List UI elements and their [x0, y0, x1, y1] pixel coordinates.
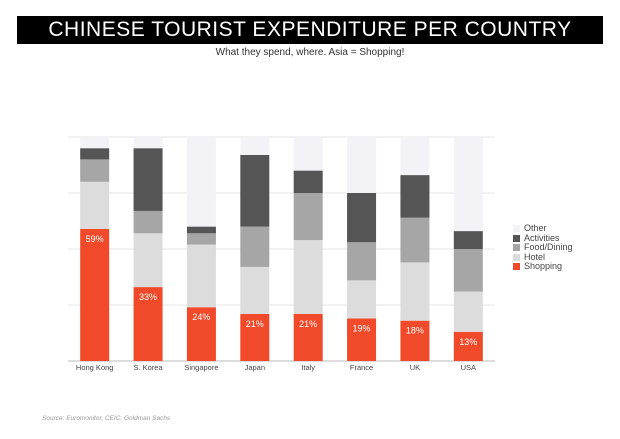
bar-segment-activities-italy — [293, 170, 323, 193]
legend-label: Shopping — [524, 261, 563, 271]
bar-segment-other-italy — [293, 137, 323, 171]
bar-segment-activities-france — [347, 193, 377, 243]
bar-segment-shopping-usa — [453, 331, 483, 361]
bar-segment-shopping-italy — [293, 313, 323, 361]
legend-item: Other — [513, 223, 573, 234]
category-label: UK — [410, 363, 420, 372]
data-label: 21% — [246, 319, 264, 329]
bar-segment-shopping-uk — [400, 320, 430, 361]
bar-segment-shopping-s-korea — [133, 287, 163, 361]
bar-segment-shopping-france — [347, 318, 377, 361]
category-label: Singapore — [184, 363, 218, 372]
category-label: Italy — [301, 363, 315, 372]
bar-segment-shopping-singapore — [186, 307, 216, 361]
bar-segment-other-hong-kong — [80, 137, 110, 149]
data-label: 13% — [459, 337, 477, 347]
category-label: Hong Kong — [76, 363, 114, 372]
bar-segment-food-dining-japan — [240, 226, 270, 267]
chart-subtitle: What they spend, where. Asia = Shopping! — [215, 47, 405, 58]
bar-segment-hotel-hong-kong — [80, 181, 110, 229]
bar-segment-shopping-japan — [240, 313, 270, 361]
legend-item: Hotel — [513, 251, 573, 263]
bar-segment-activities-hong-kong — [80, 148, 110, 160]
legend-swatch — [513, 244, 520, 252]
data-label: 21% — [299, 319, 317, 329]
bar-segment-food-dining-usa — [453, 249, 483, 292]
bar-segment-hotel-italy — [293, 240, 323, 314]
bar-segment-other-usa — [453, 137, 483, 232]
legend-item: Shopping — [513, 261, 573, 272]
data-label: 59% — [86, 234, 104, 244]
source-note: Source: Euromonitor, CEIC, Goldman Sachs — [42, 415, 171, 422]
legend-swatch — [513, 253, 520, 261]
bar-segment-other-japan — [240, 137, 270, 155]
category-label: France — [350, 363, 373, 372]
category-label: USA — [461, 363, 476, 372]
legend-label: Food/Dining — [524, 242, 573, 252]
category-label: Japan — [245, 363, 265, 372]
data-label: 18% — [406, 326, 424, 336]
bar-segment-other-france — [347, 137, 377, 193]
bar-segment-food-dining-s-korea — [133, 210, 163, 234]
bar-segment-food-dining-italy — [293, 193, 323, 241]
bar-segment-other-singapore — [186, 137, 216, 227]
category-label: S. Korea — [133, 363, 163, 372]
bar-segment-shopping-hong-kong — [80, 228, 110, 361]
bar-segment-hotel-usa — [453, 291, 483, 332]
bar-segment-food-dining-uk — [400, 217, 430, 263]
legend-item: Food/Dining — [513, 242, 573, 253]
data-label: 33% — [139, 292, 157, 302]
bar-segment-other-uk — [400, 137, 430, 176]
legend-swatch — [513, 263, 520, 271]
chart-legend: Other Activities Food/Dining Hotel Shopping — [513, 223, 573, 272]
chart-title: CHINESE TOURIST EXPENDITURE PER COUNTRY — [17, 16, 603, 44]
legend-swatch — [513, 225, 520, 233]
bar-segment-activities-singapore — [186, 226, 216, 234]
legend-swatch — [513, 234, 520, 242]
bar-segment-food-dining-france — [347, 242, 377, 281]
bar-segment-food-dining-hong-kong — [80, 159, 110, 182]
data-label: 19% — [353, 323, 371, 333]
bar-segment-hotel-s-korea — [133, 233, 163, 288]
bar-segment-hotel-singapore — [186, 244, 216, 308]
bar-segment-activities-s-korea — [133, 148, 163, 211]
bar-segment-activities-usa — [453, 231, 483, 249]
bar-segment-hotel-uk — [400, 262, 430, 321]
legend-label: Other — [524, 223, 547, 233]
bar-segment-other-s-korea — [133, 137, 163, 149]
legend-item: Activities — [513, 232, 573, 244]
legend-label: Hotel — [524, 251, 546, 262]
bar-segment-activities-japan — [240, 154, 270, 227]
bar-segment-food-dining-singapore — [186, 233, 216, 245]
bar-segment-activities-uk — [400, 175, 430, 218]
bar-segment-hotel-france — [347, 280, 377, 319]
data-label: 24% — [192, 312, 210, 322]
legend-label: Activities — [524, 232, 560, 243]
bar-segment-hotel-japan — [240, 266, 270, 314]
